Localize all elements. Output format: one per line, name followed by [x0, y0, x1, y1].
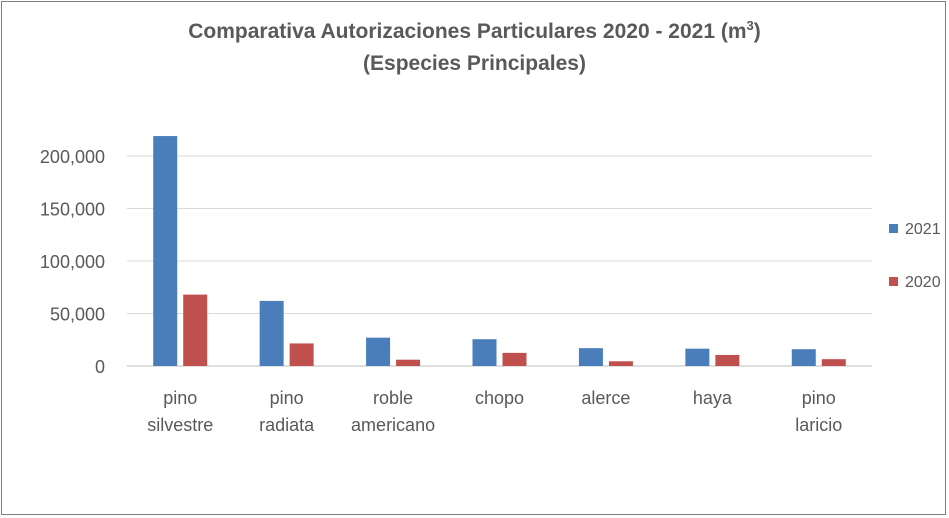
- x-tick-label: roble americano: [351, 388, 435, 435]
- bar-2020: [396, 359, 421, 366]
- title-close: ): [753, 20, 761, 43]
- bar-2020: [502, 352, 527, 366]
- bar-2021: [472, 339, 497, 366]
- title-line1: Comparativa Autorizaciones Particulares …: [188, 20, 747, 43]
- x-tick-label: pino laricio: [795, 388, 842, 435]
- bar-2021: [578, 348, 603, 366]
- legend-label: 2020: [905, 274, 941, 291]
- y-tick-label: 100,000: [40, 252, 105, 272]
- bar-2021: [153, 136, 178, 366]
- x-tick-label: pino silvestre: [147, 388, 213, 435]
- title-line2: (Especies Principales): [363, 52, 586, 75]
- x-tick-label: pino radiata: [259, 388, 315, 435]
- y-tick-label: 50,000: [50, 305, 105, 325]
- bar-2020: [183, 294, 208, 366]
- y-tick-label: 150,000: [40, 200, 105, 220]
- x-tick-label: alerce: [581, 388, 630, 408]
- title-superscript: 3: [746, 18, 754, 33]
- legend-swatch-2021: [889, 224, 898, 233]
- legend-swatch-2020: [889, 277, 898, 286]
- bar-2020: [821, 359, 846, 366]
- bar-2021: [259, 300, 284, 366]
- x-tick-label: chopo: [475, 388, 524, 408]
- y-tick-label: 0: [95, 357, 105, 377]
- chart-title: Comparativa Autorizaciones Particulares …: [2, 16, 947, 80]
- bar-2020: [608, 361, 633, 366]
- bar-2021: [791, 349, 816, 366]
- legend-label: 2021: [905, 221, 941, 238]
- y-tick-label: 200,000: [40, 147, 105, 167]
- bar-2021: [366, 337, 391, 366]
- bar-2020: [715, 354, 740, 366]
- bar-2020: [289, 343, 314, 366]
- x-tick-label: haya: [693, 388, 733, 408]
- bar-2021: [685, 348, 710, 366]
